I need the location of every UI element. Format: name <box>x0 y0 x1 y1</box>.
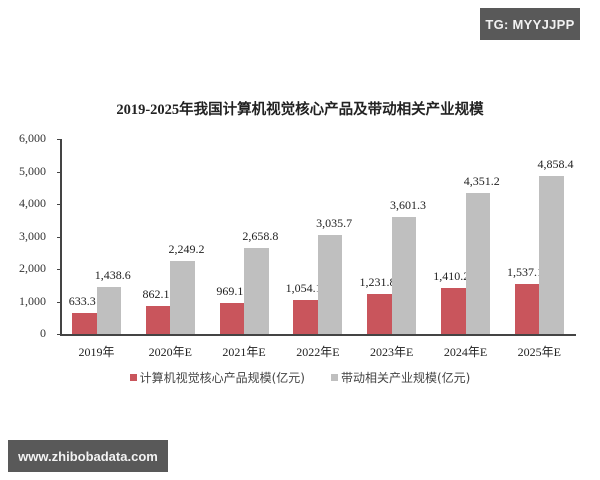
bar-core-product <box>514 284 540 334</box>
y-tick-mark <box>57 301 61 303</box>
x-tick-label: 2020年E <box>148 345 192 359</box>
bar-value-label: 1,438.6 <box>94 268 131 283</box>
chart-legend: 计算机视觉核心产品规模(亿元) 带动相关产业规模(亿元) <box>0 369 600 386</box>
bar-related-industry <box>96 287 121 334</box>
legend-label-related: 带动相关产业规模(亿元) <box>341 371 471 385</box>
legend-item-core: 计算机视觉核心产品规模(亿元) <box>129 369 305 386</box>
x-tick-label: 2021年E <box>222 345 266 359</box>
bar-related-industry <box>539 176 564 334</box>
bar-related-industry <box>244 247 269 334</box>
y-tick-mark <box>57 334 61 335</box>
bar-value-label: 1,537.1 <box>507 265 544 280</box>
y-tick-mark <box>57 139 61 140</box>
bar-value-label: 1,410.2 <box>433 269 470 284</box>
y-tick-label: 5,000 <box>19 163 46 178</box>
legend-swatch-related <box>331 374 338 381</box>
bar-value-label: 4,858.4 <box>537 157 574 172</box>
x-tick-label: 2019年 <box>78 345 115 359</box>
y-tick-label: 3,000 <box>19 228 46 243</box>
bar-value-label: 633.3 <box>68 294 96 309</box>
bar-value-label: 862.1 <box>142 286 170 301</box>
x-tick-label: 2024年E <box>443 345 488 359</box>
y-tick-label: 2,000 <box>19 261 46 275</box>
bar-related-industry <box>465 192 490 334</box>
legend-label-core: 计算机视觉核心产品规模(亿元) <box>139 371 305 385</box>
bar-value-label: 3,601.3 <box>389 197 426 212</box>
y-tick-label: 0 <box>40 326 46 340</box>
bar-core-product <box>145 305 171 334</box>
bar-related-industry <box>170 260 195 334</box>
bar-core-product <box>219 302 245 334</box>
bar-core-product <box>293 299 318 334</box>
y-tick-mark <box>57 236 61 238</box>
x-tick-label: 2022年E <box>296 345 340 359</box>
legend-swatch-core <box>129 374 137 381</box>
legend-item-related: 带动相关产业规模(亿元) <box>331 369 470 386</box>
y-tick-mark <box>57 171 61 173</box>
y-tick-label: 6,000 <box>19 131 46 145</box>
x-axis <box>60 334 576 336</box>
bar-value-label: 1,054.1 <box>285 280 322 295</box>
bar-core-product <box>441 288 466 334</box>
bar-related-industry <box>391 216 417 334</box>
y-tick-mark <box>57 269 61 270</box>
watermark-top-right: TG: MYYJJPP <box>480 8 580 40</box>
bar-value-label: 4,351.2 <box>463 173 500 188</box>
y-tick-label: 1,000 <box>19 293 46 308</box>
watermark-bottom-left: www.zhibobadata.com <box>8 440 168 472</box>
y-tick-label: 4,000 <box>19 196 46 210</box>
bar-core-product <box>367 293 392 334</box>
y-tick-mark <box>57 204 61 205</box>
bar-related-industry <box>317 235 343 334</box>
bar-value-label: 2,658.8 <box>242 228 279 243</box>
x-tick-label: 2025年E <box>517 345 561 359</box>
bar-value-label: 2,249.2 <box>168 241 205 256</box>
bar-value-label: 969.1 <box>216 283 244 298</box>
bar-value-label: 1,231.8 <box>359 274 396 289</box>
bar-value-label: 3,035.7 <box>316 216 353 231</box>
x-tick-label: 2023年E <box>370 345 414 359</box>
bar-core-product <box>72 313 97 334</box>
chart-title: 2019-2025年我国计算机视觉核心产品及带动相关产业规模 <box>116 102 484 118</box>
